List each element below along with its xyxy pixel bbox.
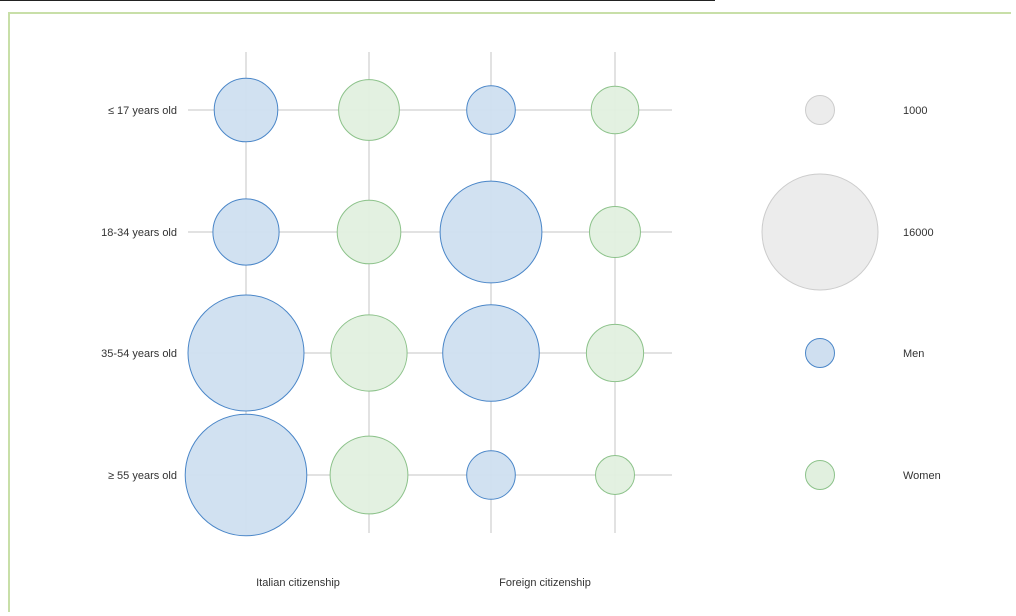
row-label-4: ≥ 55 years old (108, 470, 177, 482)
bubble-foreign-citizenship-men-3 (442, 304, 540, 402)
legend-size-label-16000: 16000 (903, 227, 934, 239)
bubble-foreign-citizenship-men-2 (439, 180, 543, 284)
row-label-3: 35-54 years old (101, 348, 177, 360)
legend-swatch-men (805, 338, 835, 368)
bubble-foreign-citizenship-women-4 (595, 455, 635, 495)
legend-size-label-1000: 1000 (903, 105, 927, 117)
row-labels: ≤ 17 years old 18-34 years old 35-54 years… (101, 105, 177, 482)
bubble-foreign-citizenship-women-3 (585, 323, 645, 383)
top-rule (0, 0, 715, 1)
group-label-foreign-citizenship: Foreign citizenship (499, 577, 591, 589)
legend-swatch-women (805, 460, 835, 490)
legend-size-circle-16000 (761, 173, 879, 291)
bubble-italian-citizenship-women-4 (329, 435, 409, 515)
legend-label-men: Men (903, 348, 924, 360)
legend-size-circle-1000 (805, 95, 835, 125)
bubble-foreign-citizenship-women-1 (590, 85, 640, 135)
row-label-2: 18-34 years old (101, 227, 177, 239)
col-labels: Italian citizenship Foreign citizenship (256, 577, 591, 589)
legend: 1000 16000 Men Women (761, 95, 941, 490)
bubble-foreign-citizenship-men-1 (466, 85, 516, 135)
bubble-italian-citizenship-women-2 (336, 199, 402, 265)
bubble-foreign-citizenship-men-4 (466, 450, 516, 500)
group-label-italian-citizenship: Italian citizenship (256, 577, 340, 589)
bubbles (184, 77, 645, 537)
bubble-italian-citizenship-men-4 (184, 413, 308, 537)
bubble-italian-citizenship-men-2 (212, 198, 280, 266)
bubble-italian-citizenship-women-3 (330, 314, 408, 392)
bubble-foreign-citizenship-women-2 (589, 206, 641, 258)
chart-frame (8, 12, 1011, 612)
bubble-italian-citizenship-men-3 (187, 294, 305, 412)
bubble-italian-citizenship-men-1 (213, 77, 279, 143)
bubble-italian-citizenship-women-1 (338, 79, 400, 141)
legend-label-women: Women (903, 470, 941, 482)
row-label-1: ≤ 17 years old (108, 105, 177, 117)
